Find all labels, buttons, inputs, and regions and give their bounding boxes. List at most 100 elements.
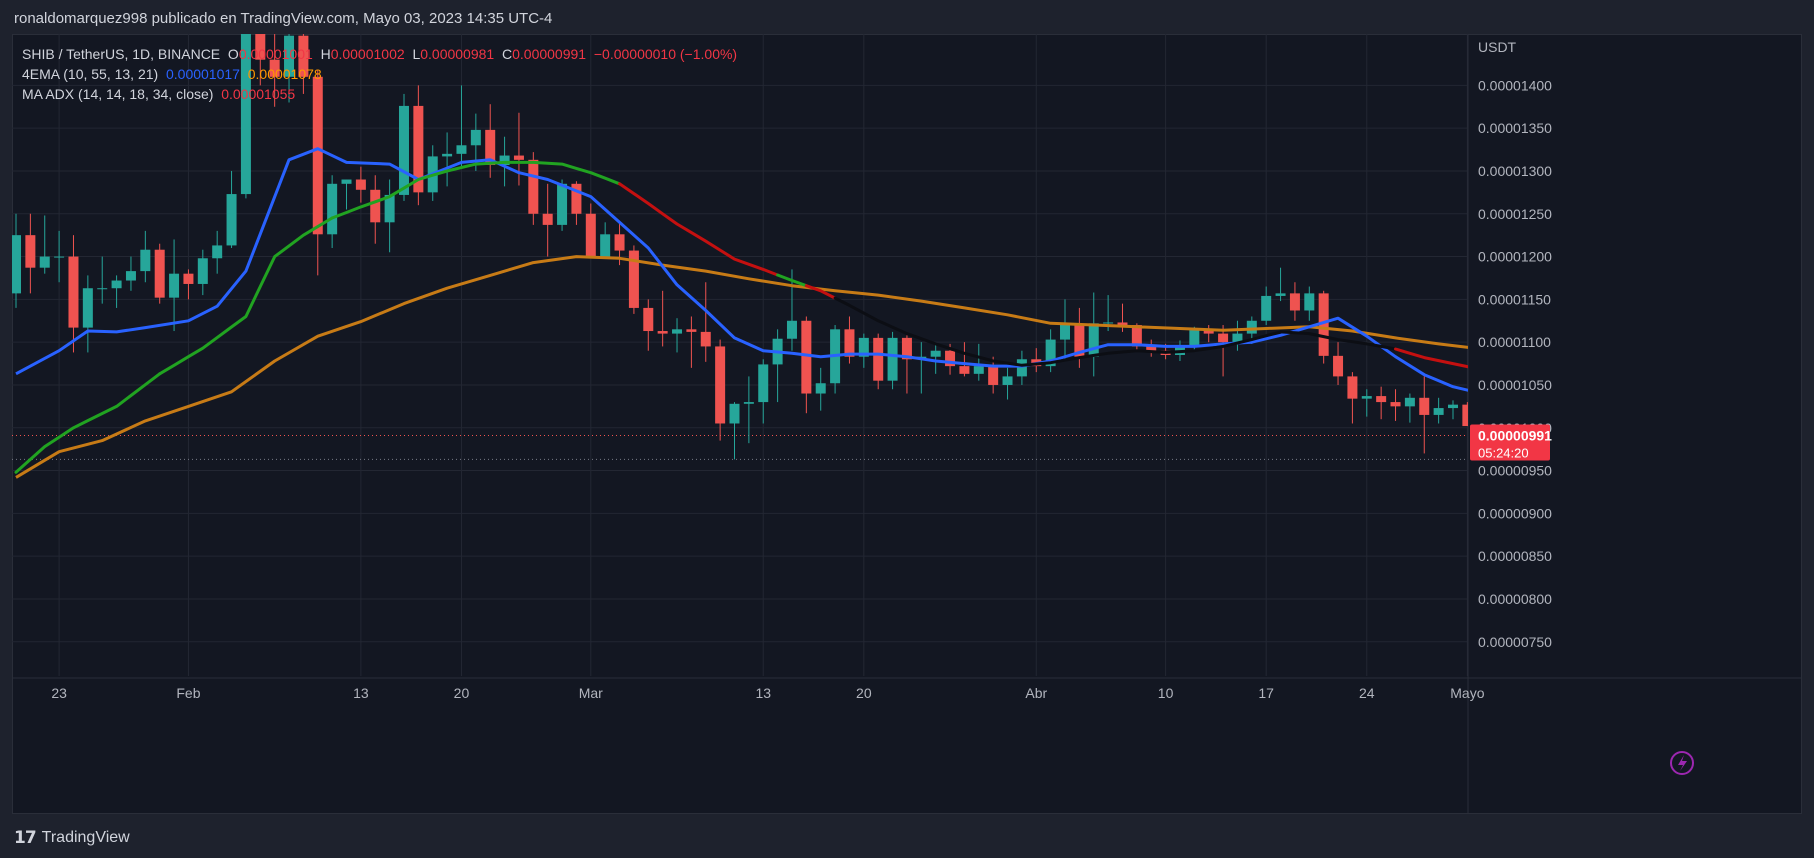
candle-up xyxy=(887,337,898,381)
candle-down xyxy=(585,213,596,257)
price-axis-tick: 0.00001200 xyxy=(1478,249,1552,265)
candle-down xyxy=(1376,396,1387,403)
candle-down xyxy=(355,179,366,190)
candle-up xyxy=(341,179,352,184)
time-axis-tick: 10 xyxy=(1158,685,1174,701)
candle-up xyxy=(743,402,754,404)
candle-down xyxy=(298,35,309,77)
ma-adx-line xyxy=(14,372,162,474)
legend-ema-label: 4EMA (10, 55, 13, 21) xyxy=(22,66,159,82)
candle-down xyxy=(1333,355,1344,377)
price-axis-tick: 0.00000800 xyxy=(1478,591,1552,607)
last-price-tag xyxy=(1470,424,1550,461)
legend-h-label: H xyxy=(320,46,331,62)
candle-up xyxy=(1088,323,1099,357)
candle-down xyxy=(269,59,280,77)
candle-up xyxy=(212,245,223,259)
lightning-icon[interactable] xyxy=(1670,751,1694,775)
candle-up xyxy=(226,194,237,246)
candle-up xyxy=(600,234,611,257)
last-price-countdown: 05:24:20 xyxy=(1478,445,1529,460)
candle-up xyxy=(169,273,180,298)
candle-down xyxy=(614,234,625,251)
time-axis-tick: Feb xyxy=(176,685,200,701)
price-axis-tick: 0.00000950 xyxy=(1478,463,1552,479)
candle-up xyxy=(1045,339,1056,367)
tradingview-logo-icon: 17 xyxy=(14,828,37,848)
candle-up xyxy=(1404,397,1415,407)
candle-up xyxy=(442,153,453,157)
candle-down xyxy=(628,250,639,308)
candle-down xyxy=(1117,322,1128,326)
candle-up xyxy=(240,34,251,195)
candle-down xyxy=(485,129,496,165)
publisher-line: ronaldomarquez998 publicado en TradingVi… xyxy=(14,10,553,27)
candle-down xyxy=(1462,404,1468,427)
candle-down xyxy=(844,329,855,357)
candle-up xyxy=(758,364,769,403)
candle-down xyxy=(528,159,539,214)
ma-adx-line xyxy=(618,182,780,277)
price-axis-tick: 0.00001100 xyxy=(1478,334,1551,350)
candle-down xyxy=(154,249,165,298)
ma-adx-line xyxy=(804,284,837,300)
plot-area xyxy=(12,34,1468,479)
ma-adx-line xyxy=(776,273,808,288)
legend-adx-row[interactable]: MA ADX (14, 14, 18, 34, close) 0.0000105… xyxy=(22,84,737,104)
candle-up xyxy=(1103,322,1114,324)
candle-down xyxy=(988,366,999,385)
candle-down xyxy=(542,213,553,225)
candle-up xyxy=(1304,293,1315,311)
price-axis-tick: 0.00001350 xyxy=(1478,120,1552,136)
time-axis-tick: 17 xyxy=(1258,685,1274,701)
candle-down xyxy=(700,331,711,347)
price-axis-tick: 0.00001300 xyxy=(1478,163,1552,179)
candle-up xyxy=(858,337,869,357)
candle-up xyxy=(82,288,93,328)
legend-symbol[interactable]: SHIB / TetherUS, 1D, BINANCE xyxy=(22,46,221,62)
candle-up xyxy=(1275,293,1286,296)
candle-down xyxy=(1074,324,1085,357)
tradingview-logo[interactable]: 17 TradingView xyxy=(14,828,130,848)
price-axis-tick: 0.00000850 xyxy=(1478,548,1552,564)
candle-down xyxy=(513,155,524,160)
candle-down xyxy=(25,235,36,268)
chart-panel[interactable] xyxy=(12,34,1802,814)
footer-bar: 17 TradingView xyxy=(0,818,1814,858)
candle-down xyxy=(873,337,884,381)
candle-down xyxy=(1347,376,1358,399)
candle-up xyxy=(1448,404,1458,409)
candle-up xyxy=(1433,408,1444,415)
time-axis-tick: 13 xyxy=(755,685,771,701)
ema-55-line xyxy=(15,255,1468,479)
ma-adx-line xyxy=(1394,347,1468,369)
candle-down xyxy=(68,256,79,328)
candle-down xyxy=(370,189,381,223)
candle-up xyxy=(1232,333,1243,343)
candle-up xyxy=(973,366,984,374)
candle-up xyxy=(1016,359,1027,377)
candle-down xyxy=(1318,293,1329,356)
legend-o-value: 0.00001001 xyxy=(238,46,313,62)
candle-down xyxy=(686,329,697,332)
candle-down xyxy=(312,76,323,235)
candle-down xyxy=(1146,346,1157,351)
candle-up xyxy=(12,235,21,294)
ma-adx-line xyxy=(330,160,621,220)
candle-down xyxy=(1131,325,1142,347)
candle-up xyxy=(815,383,826,394)
candle-down xyxy=(183,273,194,284)
candle-down xyxy=(255,34,266,60)
candle-down xyxy=(643,307,654,332)
candle-down xyxy=(1289,293,1300,311)
publisher-header: ronaldomarquez998 publicado en TradingVi… xyxy=(0,0,1814,38)
ma-adx-line xyxy=(158,216,334,376)
legend-ema-row[interactable]: 4EMA (10, 55, 13, 21) 0.00001017 0.00001… xyxy=(22,64,737,84)
price-axis-tick: 0.00000900 xyxy=(1478,505,1552,521)
candle-down xyxy=(1218,333,1229,343)
legend-ema-value-2: 0.00001078 xyxy=(247,66,322,82)
price-axis-tick: 0.00000750 xyxy=(1478,634,1552,650)
candle-down xyxy=(571,183,582,214)
candle-up xyxy=(1189,330,1200,346)
